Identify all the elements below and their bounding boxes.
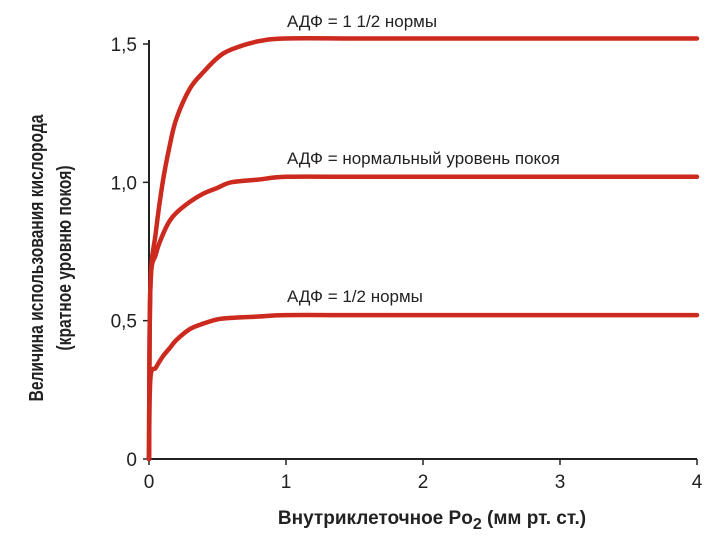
y-tick-label: 1,0 [111, 173, 137, 194]
x-tick-label: 3 [555, 472, 566, 493]
y-tick-label: 1,5 [111, 35, 137, 56]
series-label: АДФ = 1/2 нормы [287, 287, 423, 306]
series-labels: АДФ = 1 1/2 нормы АДФ = нормальный уровен… [287, 12, 560, 306]
x-tick-label: 2 [418, 472, 429, 493]
y-tick-label: 0 [126, 450, 137, 471]
x-tick-label: 4 [692, 472, 703, 493]
axes [143, 40, 698, 465]
series-line [146, 312, 700, 462]
x-axis-title: Внутриклеточное Po2 (мм рт. ст.) [278, 508, 586, 533]
series-label: АДФ = 1 1/2 нормы [287, 12, 437, 31]
x-axis-title-main: Внутриклеточное Po [278, 508, 473, 529]
x-tick-label: 0 [144, 472, 155, 493]
x-axis-title-subscript: 2 [473, 516, 482, 533]
series-line [146, 174, 700, 462]
y-tick-label: 0,5 [111, 312, 137, 333]
x-axis-title-unit: (мм рт. ст.) [482, 508, 586, 529]
y-axis-title-line-2: (кратное уровню покоя) [53, 165, 75, 350]
x-tick-label: 1 [281, 472, 292, 493]
series-lines [146, 36, 700, 462]
y-axis-title-line-1: Величина использования кислорода [25, 114, 47, 402]
series-label: АДФ = нормальный уровень покоя [287, 149, 560, 168]
tick-labels: 0 0,5 1,0 1,5 0 1 2 3 4 [111, 35, 703, 493]
y-axis-title: Величина использования кислорода (кратное… [25, 114, 75, 402]
series-line [146, 36, 700, 462]
